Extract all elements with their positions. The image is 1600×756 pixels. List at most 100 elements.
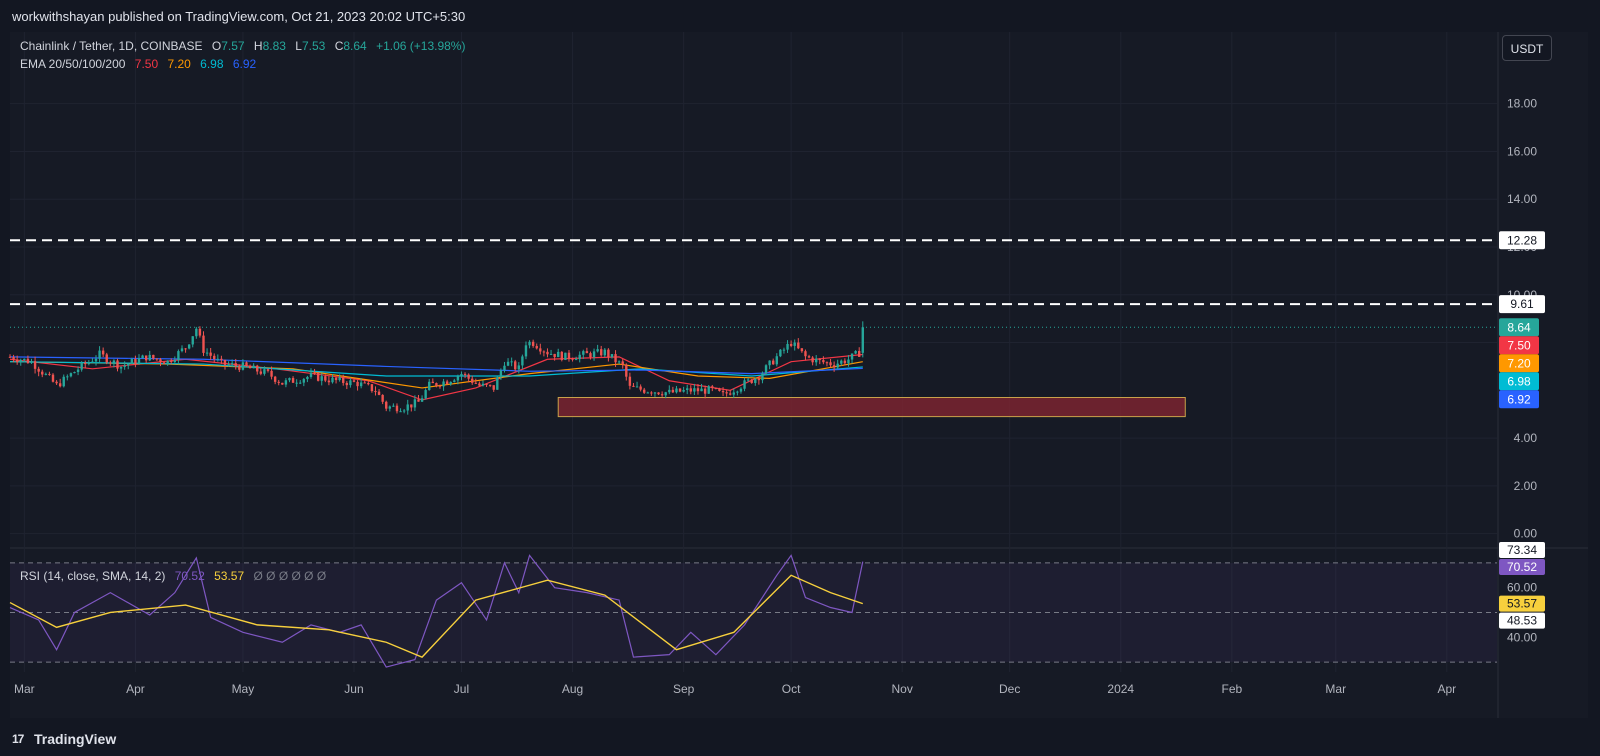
candle-body xyxy=(438,385,442,387)
rsi-price-label: 53.57 xyxy=(1507,597,1537,611)
candle-body xyxy=(711,386,714,388)
candle-body xyxy=(517,365,521,370)
candle-body xyxy=(266,369,270,371)
candle-body xyxy=(213,355,216,360)
candle-body xyxy=(227,364,230,366)
candle-body xyxy=(847,359,850,364)
tradingview-brand[interactable]: TradingView xyxy=(34,731,117,747)
candle-body xyxy=(657,392,660,395)
candle-body xyxy=(725,392,728,394)
candle-body xyxy=(33,361,37,369)
ema-line xyxy=(9,361,863,389)
candle-body xyxy=(449,381,452,385)
ema-line xyxy=(9,361,863,377)
candle-body xyxy=(367,382,370,385)
candle-body xyxy=(822,360,825,363)
rsi-sma-line xyxy=(9,574,864,658)
candle-body xyxy=(84,362,87,365)
candle-body xyxy=(187,344,191,349)
rsi-tick-label: 60.00 xyxy=(1507,581,1537,595)
candle-body xyxy=(481,383,485,386)
y-tick-label: 16.00 xyxy=(1507,144,1537,158)
candle-body xyxy=(542,351,546,353)
candle-body xyxy=(230,363,234,365)
candle-body xyxy=(288,378,291,381)
candle-body xyxy=(202,335,205,353)
candle-body xyxy=(800,348,804,352)
price-label-box xyxy=(1499,354,1539,373)
candle-body xyxy=(66,376,69,378)
y-tick-label: 18.00 xyxy=(1507,97,1537,111)
candle-body xyxy=(499,370,503,378)
tradingview-logo-icon: 17 xyxy=(12,732,24,746)
candle-body xyxy=(306,376,309,380)
ema100-value: 6.98 xyxy=(200,57,224,71)
chart-frame[interactable] xyxy=(10,32,1588,718)
candle-body xyxy=(815,358,818,363)
candle-body xyxy=(316,372,320,381)
candle-body xyxy=(44,373,48,375)
candle-body xyxy=(420,398,424,402)
candle-body xyxy=(356,381,359,387)
candle-body xyxy=(399,411,402,413)
candle-body xyxy=(248,365,252,369)
rsi-label[interactable]: RSI (14, close, SMA, 14, 2) xyxy=(20,569,166,583)
candle-body xyxy=(359,382,363,387)
candle-body xyxy=(617,361,621,363)
candle-body xyxy=(567,352,571,359)
y-tick-label: 0.00 xyxy=(1514,527,1538,541)
candle-body xyxy=(678,388,682,392)
x-tick-label: Nov xyxy=(892,682,913,696)
candle-body xyxy=(514,361,517,370)
candle-body xyxy=(779,349,782,357)
price-label-box xyxy=(1499,372,1539,391)
x-tick-label: 2024 xyxy=(1107,682,1134,696)
candle-body xyxy=(320,376,323,381)
candle-body xyxy=(488,384,492,386)
ema-label[interactable]: EMA 20/50/100/200 xyxy=(20,57,126,71)
candle-body xyxy=(664,392,667,396)
candle-body xyxy=(643,389,646,393)
rsi-legend: RSI (14, close, SMA, 14, 2) 70.52 53.57 … xyxy=(20,569,326,583)
candle-body xyxy=(19,360,22,363)
candle-body xyxy=(700,388,703,392)
candle-body xyxy=(614,354,617,363)
candle-body xyxy=(76,369,80,373)
candle-body xyxy=(746,379,750,381)
rsi-price-label-box xyxy=(1499,612,1545,629)
price-label: 7.20 xyxy=(1507,356,1531,370)
candle-body xyxy=(302,379,306,383)
candle-body xyxy=(689,388,692,392)
candle-body xyxy=(170,360,173,363)
candle-body xyxy=(696,388,700,392)
candle-body xyxy=(521,356,524,366)
currency-button[interactable]: USDT xyxy=(1502,35,1552,61)
candle-body xyxy=(646,392,649,394)
candle-body xyxy=(503,365,506,371)
candle-body xyxy=(729,393,732,395)
candle-body xyxy=(635,386,639,388)
candle-body xyxy=(832,365,836,368)
candle-body xyxy=(80,362,83,370)
candle-body xyxy=(173,360,177,363)
candle-body xyxy=(549,353,553,355)
candle-body xyxy=(191,336,194,345)
candle-body xyxy=(234,363,237,367)
close-label: C xyxy=(334,39,344,53)
candle-body xyxy=(797,342,800,349)
x-tick-label: Apr xyxy=(1437,682,1456,696)
candle-body xyxy=(395,405,399,412)
candle-body xyxy=(610,354,614,358)
candle-body xyxy=(424,390,427,399)
candle-body xyxy=(277,381,280,383)
candle-body xyxy=(506,361,510,366)
level-label-box xyxy=(1499,295,1545,314)
candle-body xyxy=(127,363,130,366)
candle-body xyxy=(37,368,40,372)
candle-body xyxy=(15,359,19,363)
candle-body xyxy=(571,358,574,360)
symbol-title[interactable]: Chainlink / Tether, 1D, COINBASE xyxy=(20,39,203,53)
candle-body xyxy=(73,372,76,374)
candle-body xyxy=(55,381,58,384)
